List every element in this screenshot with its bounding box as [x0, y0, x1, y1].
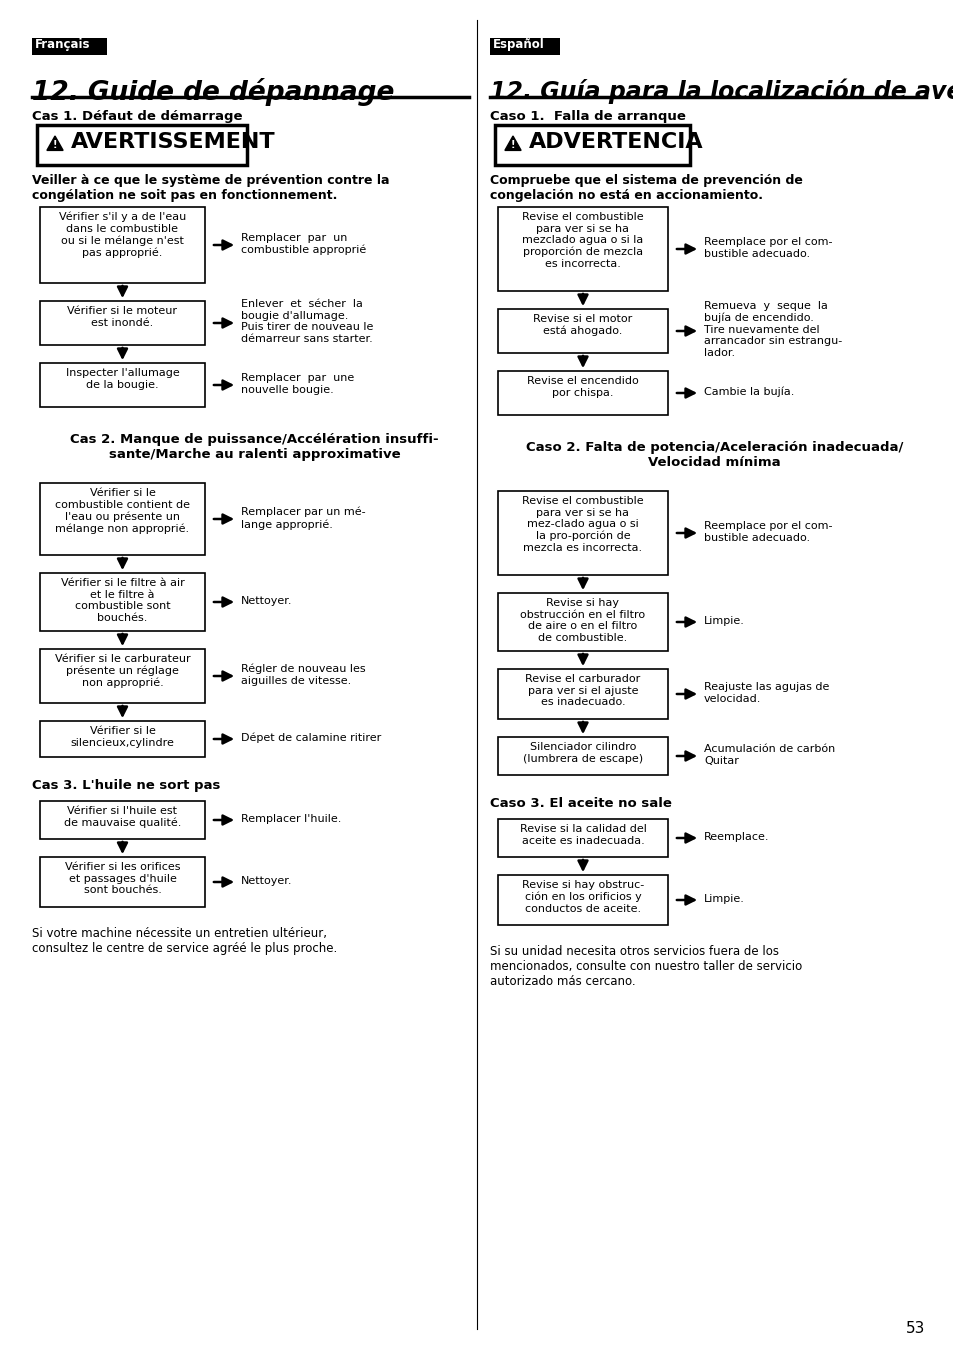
Text: Nettoyer.: Nettoyer. — [241, 596, 293, 606]
Text: Remplacer  par  une
nouvelle bougie.: Remplacer par une nouvelle bougie. — [241, 374, 354, 395]
Text: Acumulación de carbón
Quitar: Acumulación de carbón Quitar — [703, 745, 835, 766]
Text: Revise el carburador
para ver si el ajuste
es inadecuado.: Revise el carburador para ver si el ajus… — [525, 674, 640, 707]
Text: Vérifier si le
silencieux,cylindre: Vérifier si le silencieux,cylindre — [71, 726, 174, 747]
Bar — [40, 206, 205, 283]
Text: Cas 2. Manque de puissance/Accélération insuffi-
sante/Marche au ralenti approxi: Cas 2. Manque de puissance/Accélération … — [71, 433, 438, 461]
Bar — [495, 125, 689, 165]
Text: Enlever  et  sécher  la
bougie d'allumage.
Puis tirer de nouveau le
démarreur sa: Enlever et sécher la bougie d'allumage. … — [241, 299, 373, 344]
Bar — [40, 483, 205, 554]
Text: 12. Guía para la localización de averías: 12. Guía para la localización de averías — [490, 78, 953, 104]
Bar — [497, 309, 667, 353]
Bar — [497, 876, 667, 925]
Bar — [497, 669, 667, 719]
Text: Cambie la bujía.: Cambie la bujía. — [703, 387, 794, 398]
Text: Vérifier si le filtre à air
et le filtre à
combustible sont
bouchés.: Vérifier si le filtre à air et le filtre… — [61, 577, 184, 623]
Text: Revise si hay obstruc-
ción en los orificios y
conductos de aceite.: Revise si hay obstruc- ción en los orifi… — [521, 880, 643, 913]
Text: 53: 53 — [905, 1321, 924, 1336]
Text: Caso 1.  Falla de arranque: Caso 1. Falla de arranque — [490, 111, 685, 123]
Text: Revise si hay
obstrucción en el filtro
de aire o en el filtro
de combustible.: Revise si hay obstrucción en el filtro d… — [520, 598, 645, 643]
Text: Compruebe que el sistema de prevención de
congelación no está en accionamiento.: Compruebe que el sistema de prevención d… — [490, 174, 802, 202]
Bar — [497, 594, 667, 652]
Text: Si su unidad necesita otros servicios fuera de los
mencionados, consulte con nue: Si su unidad necesita otros servicios fu… — [490, 946, 801, 987]
Text: Revise el combustible
para ver si se ha
mezclado agua o si la
proporción de mezc: Revise el combustible para ver si se ha … — [521, 212, 643, 268]
Text: Vérifier si le
combustible contient de
l'eau ou présente un
mélange non appropri: Vérifier si le combustible contient de l… — [55, 488, 190, 534]
Bar — [497, 491, 667, 575]
Text: Français: Français — [35, 38, 91, 51]
Bar — [40, 720, 205, 757]
Bar — [40, 573, 205, 631]
Text: Nettoyer.: Nettoyer. — [241, 876, 293, 886]
Bar — [497, 819, 667, 857]
Bar — [32, 38, 107, 55]
Text: Revise si el motor
está ahogado.: Revise si el motor está ahogado. — [533, 314, 632, 336]
Text: Reajuste las agujas de
velocidad.: Reajuste las agujas de velocidad. — [703, 683, 828, 704]
Text: Revise si la calidad del
aceite es inadecuada.: Revise si la calidad del aceite es inade… — [519, 824, 646, 846]
Bar — [40, 301, 205, 345]
Text: !: ! — [52, 140, 57, 151]
Text: Vérifier s'il y a de l'eau
dans le combustible
ou si le mélange n'est
pas approp: Vérifier s'il y a de l'eau dans le combu… — [59, 212, 186, 259]
Text: Cas 3. L'huile ne sort pas: Cas 3. L'huile ne sort pas — [32, 778, 220, 792]
Text: Remplacer par un mé-
lange approprié.: Remplacer par un mé- lange approprié. — [241, 507, 365, 530]
Text: Régler de nouveau les
aiguilles de vitesse.: Régler de nouveau les aiguilles de vites… — [241, 664, 365, 687]
Text: Silenciador cilindro
(lumbrera de escape): Silenciador cilindro (lumbrera de escape… — [522, 742, 642, 764]
Text: !: ! — [510, 140, 515, 151]
Text: Vérifier si le moteur
est inondé.: Vérifier si le moteur est inondé. — [68, 306, 177, 328]
Text: Vérifier si l'huile est
de mauvaise qualité.: Vérifier si l'huile est de mauvaise qual… — [64, 805, 181, 828]
Text: ADVERTENCIA: ADVERTENCIA — [529, 132, 703, 152]
Text: AVERTISSEMENT: AVERTISSEMENT — [71, 132, 275, 152]
Text: Remueva  y  seque  la
bujía de encendido.
Tire nuevamente del
arrancador sin est: Remueva y seque la bujía de encendido. T… — [703, 301, 841, 357]
Text: Español: Español — [493, 38, 544, 51]
Polygon shape — [47, 136, 63, 150]
Bar — [40, 801, 205, 839]
Polygon shape — [504, 136, 520, 150]
Bar — [40, 649, 205, 703]
Text: 12. Guide de dépannage: 12. Guide de dépannage — [32, 78, 394, 107]
Text: Limpie.: Limpie. — [703, 894, 744, 904]
Text: Remplacer l'huile.: Remplacer l'huile. — [241, 813, 341, 824]
Bar — [497, 737, 667, 774]
Text: Inspecter l'allumage
de la bougie.: Inspecter l'allumage de la bougie. — [66, 368, 179, 390]
Text: Remplacer  par  un
combustible approprié: Remplacer par un combustible approprié — [241, 233, 366, 255]
Bar — [40, 857, 205, 907]
Text: Veiller à ce que le système de prévention contre la
congélation ne soit pas en f: Veiller à ce que le système de préventio… — [32, 174, 389, 202]
Text: Reemplace.: Reemplace. — [703, 832, 769, 842]
Text: Caso 2. Falta de potencia/Aceleración inadecuada/
Velocidad mínima: Caso 2. Falta de potencia/Aceleración in… — [525, 441, 902, 469]
Bar — [497, 206, 667, 291]
Text: Reemplace por el com-
bustible adecuado.: Reemplace por el com- bustible adecuado. — [703, 237, 832, 259]
Bar — [37, 125, 247, 165]
Text: Reemplace por el com-
bustible adecuado.: Reemplace por el com- bustible adecuado. — [703, 521, 832, 542]
Text: Vérifier si le carburateur
présente un réglage
non approprié.: Vérifier si le carburateur présente un r… — [54, 654, 190, 688]
Text: Caso 3. El aceite no sale: Caso 3. El aceite no sale — [490, 797, 671, 809]
Text: Dépet de calamine ritirer: Dépet de calamine ritirer — [241, 733, 381, 743]
Text: Vérifier si les orifices
et passages d'huile
sont bouchés.: Vérifier si les orifices et passages d'h… — [65, 862, 180, 896]
Text: Limpie.: Limpie. — [703, 616, 744, 626]
Bar — [40, 363, 205, 407]
Text: Revise el encendido
por chispa.: Revise el encendido por chispa. — [527, 376, 639, 398]
Text: Revise el combustible
para ver si se ha
mez-clado agua o si
la pro-porción de
me: Revise el combustible para ver si se ha … — [521, 496, 643, 553]
Bar — [497, 371, 667, 415]
Text: Cas 1. Défaut de démarrage: Cas 1. Défaut de démarrage — [32, 111, 242, 123]
Bar — [490, 38, 559, 55]
Text: Si votre machine nécessite un entretien ultérieur,
consultez le centre de servic: Si votre machine nécessite un entretien … — [32, 927, 337, 955]
